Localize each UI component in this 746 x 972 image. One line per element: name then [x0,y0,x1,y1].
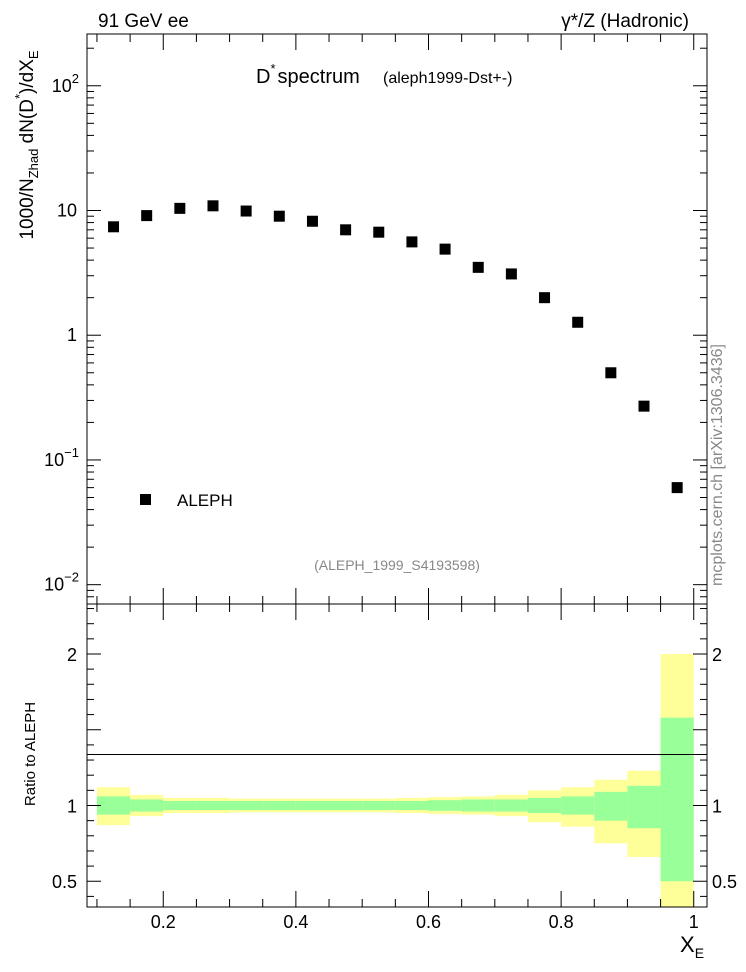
stat-uncertainty-band [461,799,495,812]
x-tick-label: 0.6 [416,912,441,932]
data-point [141,210,153,222]
x-tick-label: 0.4 [283,912,308,932]
plot-title: D* spectrum [256,61,360,88]
stat-uncertainty-band [362,800,396,811]
y-tick-label: 10 [57,200,77,220]
plot-title-rest: spectrum [278,66,360,88]
legend-label: ALEPH [177,491,233,510]
stat-uncertainty-band [229,800,263,811]
data-point [505,268,517,280]
plot-title-sup: * [270,61,275,76]
stat-uncertainty-band [262,800,296,811]
x-tick-label: 0.8 [549,912,574,932]
main-y-ticks: 10−2 10−1 1 10 102 [44,47,707,605]
ratio-y-tick-label-right: 1 [712,796,722,816]
y-tick-label: 10−2 [44,570,79,595]
legend-marker [140,494,151,505]
ratio-plot-frame [86,603,708,908]
watermark-text: mcplots.cern.ch [arXiv:1306.3436] [709,344,726,586]
data-point [306,215,318,227]
ratio-bands [96,653,694,907]
plot-title-main: D [256,66,270,88]
data-point [174,202,186,214]
data-point [340,224,352,236]
stat-uncertainty-band [561,796,595,815]
stat-uncertainty-band [395,800,429,811]
x-tick-label: 1 [689,912,699,932]
x-tick-label: 0.2 [151,912,176,932]
y-tick-label: 1 [67,325,77,345]
data-point [472,261,484,273]
data-point [572,316,584,328]
data-point [273,210,285,222]
data-point [638,400,650,412]
data-point [671,482,683,494]
ratio-y-ticks: 0.5 0.5 1 1 2 2 [52,608,737,897]
main-plot-frame [86,33,708,605]
y-tick-label: 102 [52,71,79,96]
data-point [240,205,252,217]
data-point [605,367,617,379]
ratio-y-tick-label-left: 2 [67,645,77,665]
analysis-label: (ALEPH_1999_S4193598) [314,557,480,573]
stat-uncertainty-band [627,785,661,829]
ratio-y-tick-label-right: 0.5 [712,872,737,892]
data-points [108,200,683,494]
stat-uncertainty-band [494,799,528,812]
ratio-y-tick-label-left: 0.5 [52,872,77,892]
main-x-ticks [96,34,695,604]
stat-uncertainty-band [96,796,131,815]
data-point [108,221,120,233]
ratio-plot-panel: 0.5 0.51 12 2 0.2 0.4 0.6 0.8 1 Ratio to ALEPH … [22,603,737,961]
ratio-x-ticks: 0.2 0.4 0.6 0.8 1 [96,604,699,932]
data-point [406,236,418,248]
ratio-y-axis-label: Ratio to ALEPH [22,702,39,806]
ratio-y-tick-label-left: 1 [67,796,77,816]
stat-uncertainty-band [130,799,164,812]
stat-uncertainty-band [428,800,462,811]
x-axis-label: XE [680,932,704,961]
data-point [207,200,219,212]
main-y-axis-label: 1000/NZhad dN(D*)/dXE [12,50,41,239]
stat-uncertainty-band [329,800,363,811]
y-tick-label: 10−1 [44,445,79,470]
stat-uncertainty-band [594,791,628,821]
plot-subtitle: (aleph1999-Dst+-) [383,70,512,87]
ratio-y-tick-label-right: 2 [712,645,722,665]
stat-uncertainty-band [527,797,562,814]
stat-uncertainty-band [163,800,197,811]
data-point [373,226,385,238]
data-point [439,243,451,255]
stat-uncertainty-band [196,800,230,811]
main-plot-panel: 10−2 10−1 1 10 102 D* spectrum (aleph1999-Dst… [12,33,708,605]
header-right: γ*/Z (Hadronic) [561,11,689,32]
header-left: 91 GeV ee [98,11,189,32]
data-point [539,292,551,304]
stat-uncertainty-band [660,717,694,882]
stat-uncertainty-band [295,800,330,811]
